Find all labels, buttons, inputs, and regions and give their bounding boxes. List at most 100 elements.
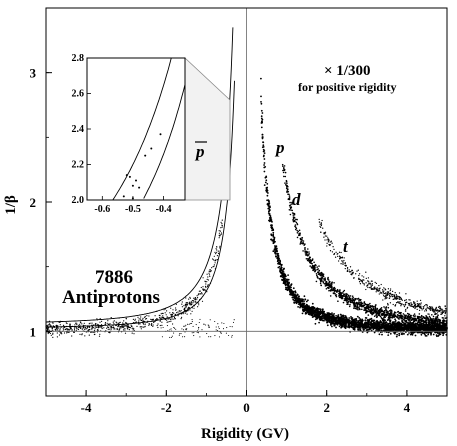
antiproton-point — [122, 327, 124, 329]
proton-point — [332, 322, 334, 325]
antiproton-point — [115, 321, 117, 323]
deuteron-point — [360, 301, 362, 303]
proton-point — [373, 326, 376, 329]
antiproton-point — [191, 310, 193, 312]
triton-point — [386, 297, 388, 299]
deuteron-point — [288, 198, 291, 200]
deuteron-point — [403, 316, 405, 319]
proton-point — [293, 301, 295, 304]
triton-point — [336, 253, 338, 255]
antiproton-point — [144, 318, 147, 320]
antiproton-point — [204, 290, 206, 292]
proton-point — [331, 312, 333, 314]
antiproton-point — [99, 321, 101, 323]
deuteron-point — [318, 265, 320, 267]
antiproton-point — [119, 321, 121, 323]
deuteron-point — [292, 220, 295, 223]
antiproton-point — [171, 317, 173, 319]
inset-points — [122, 133, 162, 200]
antiproton-point — [49, 325, 52, 327]
antiproton-point — [216, 251, 218, 253]
deuteron-point — [380, 314, 383, 316]
deuteron-point — [431, 325, 434, 328]
triton-point — [389, 289, 391, 292]
deuteron-point — [329, 295, 332, 297]
antiproton-point — [91, 331, 93, 333]
proton-point — [294, 298, 297, 301]
proton-point — [319, 308, 322, 310]
scatter-points — [45, 77, 448, 339]
proton-point — [424, 331, 427, 334]
triton-point — [367, 286, 369, 289]
deuteron-point — [383, 311, 386, 314]
deuteron-point — [383, 306, 385, 308]
antiproton-point — [106, 327, 108, 329]
deuteron-point — [404, 316, 407, 319]
proton-point — [261, 112, 264, 114]
deuteron-point — [316, 271, 319, 274]
deuteron-point — [406, 315, 409, 318]
triton-point — [437, 311, 439, 313]
triton-point — [395, 298, 397, 301]
triton-point — [405, 308, 407, 311]
proton-point — [266, 194, 269, 197]
triton-point — [340, 251, 342, 254]
triton-point — [401, 303, 403, 305]
antiproton-point — [49, 324, 51, 326]
antiproton-point — [96, 318, 98, 320]
deuteron-point — [429, 319, 432, 321]
background-point — [225, 332, 227, 334]
deuteron-point — [357, 297, 360, 300]
antiproton-point — [80, 326, 82, 328]
deuteron-point — [296, 223, 299, 225]
antiproton-point — [166, 316, 168, 318]
antiproton-point — [178, 310, 180, 312]
triton-point — [420, 302, 422, 304]
triton-point — [442, 311, 444, 313]
triton-point — [389, 302, 392, 304]
background-point — [191, 319, 193, 321]
deuteron-point — [299, 243, 302, 245]
antiproton-point — [76, 328, 78, 330]
deuteron-point — [434, 325, 437, 327]
inset-frame — [86, 57, 186, 201]
proton-point — [269, 218, 271, 221]
band-curve-lower — [46, 80, 235, 328]
proton-point — [394, 332, 396, 335]
proton-point — [262, 148, 265, 151]
deuteron-point — [437, 324, 440, 326]
proton-point — [395, 335, 398, 338]
deuteron-point — [322, 273, 325, 276]
proton-point — [442, 334, 444, 337]
deuteron-point — [285, 184, 287, 186]
antiproton-point — [52, 325, 54, 327]
proton-point — [260, 109, 263, 112]
deuteron-point — [353, 307, 355, 310]
antiproton-point — [99, 318, 101, 320]
deuteron-point — [292, 219, 294, 221]
antiproton-point — [108, 328, 110, 330]
antiproton-point — [173, 316, 176, 319]
antiproton-point — [162, 312, 164, 315]
triton-point — [329, 250, 332, 252]
triton-point — [411, 304, 413, 306]
antiproton-point — [169, 312, 171, 314]
triton-point — [395, 294, 397, 296]
proton-point — [307, 308, 309, 311]
antiproton-point — [197, 296, 199, 299]
deuteron-point — [313, 261, 315, 264]
proton-point — [322, 308, 324, 311]
deuteron-point — [410, 319, 413, 322]
antiproton-point — [190, 304, 193, 306]
proton-point — [328, 313, 331, 316]
antiproton-point — [59, 328, 61, 330]
proton-point — [263, 164, 265, 166]
antiproton-point — [63, 332, 66, 334]
background-point — [229, 325, 231, 328]
proton-point — [356, 324, 359, 326]
proton-point — [284, 284, 287, 287]
antiproton-point — [216, 255, 218, 257]
proton-point — [332, 316, 335, 319]
proton-point — [283, 282, 286, 285]
proton-point — [320, 312, 323, 315]
